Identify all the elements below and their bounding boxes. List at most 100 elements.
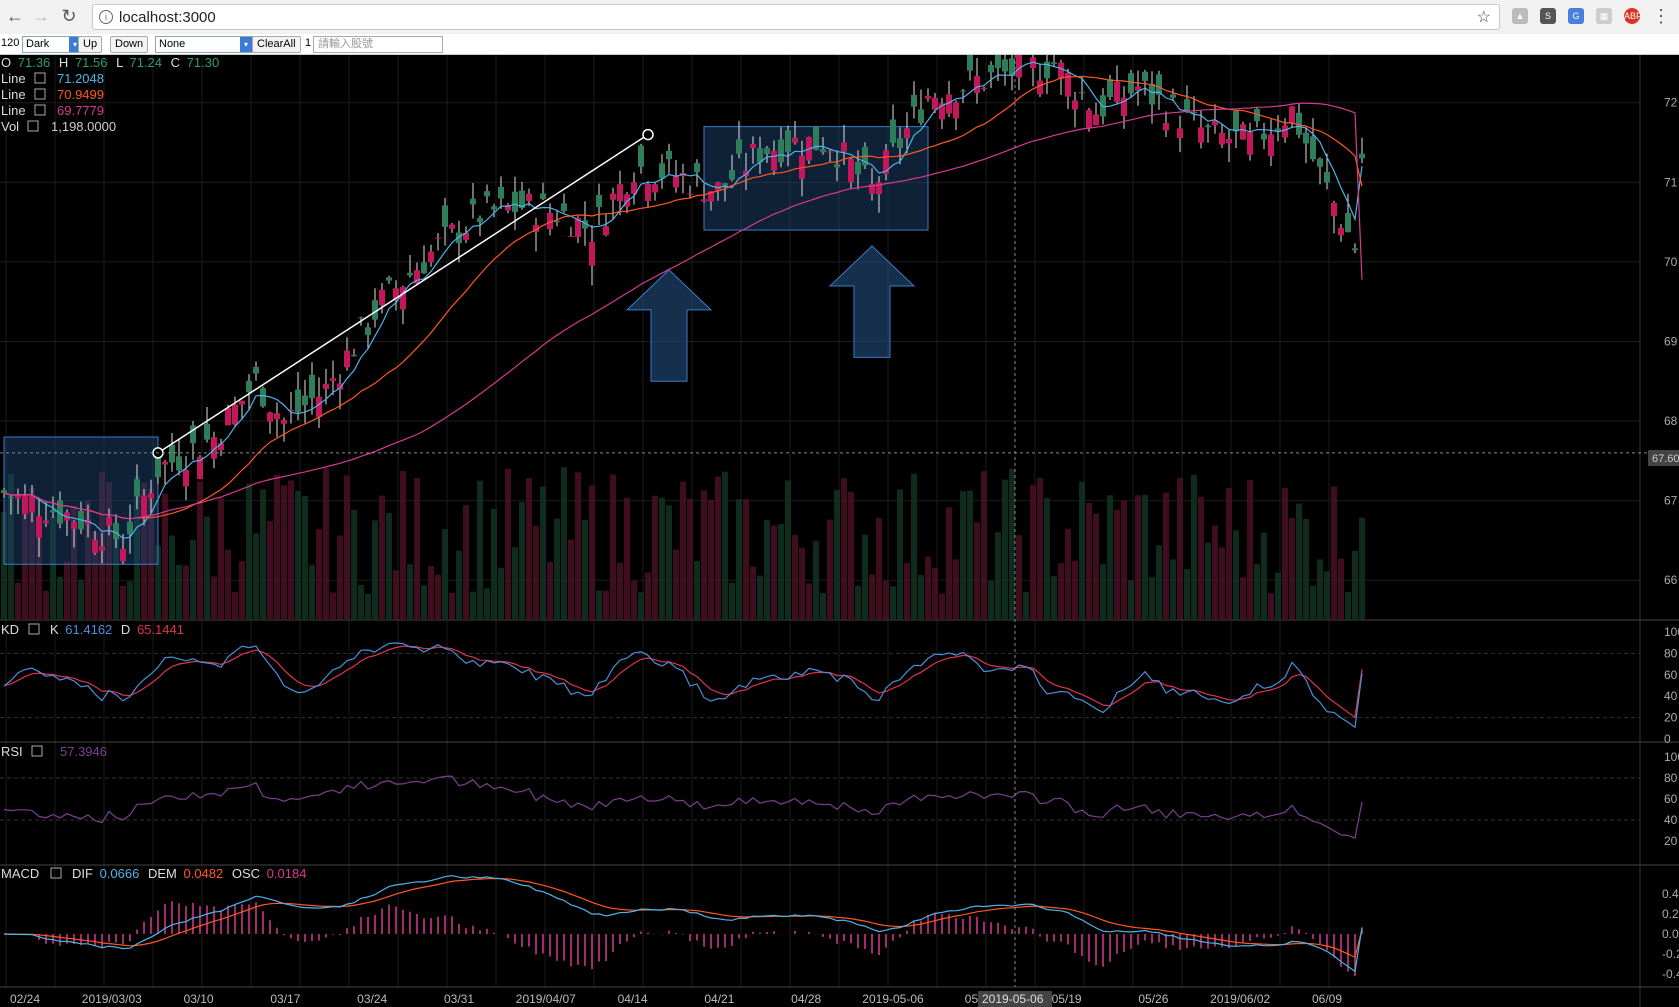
- close-icon[interactable]: [28, 623, 40, 635]
- x-tick-label: 05/26: [1138, 992, 1168, 1006]
- volume-bar: [1156, 545, 1162, 620]
- candle-body: [932, 97, 938, 110]
- candle-body: [1352, 248, 1358, 251]
- volume-bar: [85, 500, 91, 620]
- kd-d-value: 65.1441: [137, 622, 184, 637]
- reload-icon[interactable]: ↻: [61, 6, 77, 26]
- menu-icon[interactable]: ⋮: [1652, 6, 1670, 26]
- volume-bar: [778, 524, 784, 620]
- close-icon[interactable]: [27, 120, 39, 132]
- volume-bar: [309, 564, 315, 620]
- kd-tick-label: 40: [1664, 689, 1678, 703]
- stock-chart[interactable]: 66 67 68 69 70 71 72 100 80 60 40 20 0 100 80 60 40 20 0.4…: [0, 55, 1679, 1007]
- close-icon[interactable]: [34, 72, 46, 84]
- volume-bar: [1352, 550, 1358, 620]
- volume-bar: [890, 586, 896, 620]
- y-tick-label: 71: [1664, 175, 1678, 189]
- volume-bar: [617, 562, 623, 620]
- volume-bar: [57, 576, 63, 620]
- y-axis-labels: 66 67 68 69 70 71 72 100 80 60 40 20 0 100 80 60 40 20 0.4…: [1662, 96, 1679, 981]
- legend-line3-label: Line: [1, 103, 26, 118]
- volume-bar: [757, 575, 763, 620]
- candle-body: [484, 191, 490, 197]
- candle-body: [589, 241, 595, 266]
- candle-body: [561, 203, 567, 212]
- volume-bar: [1051, 576, 1057, 620]
- volume-bar: [379, 495, 385, 620]
- candle-body: [1100, 95, 1106, 117]
- candle-body: [197, 456, 203, 479]
- legend-h-value: 71.56: [75, 55, 108, 70]
- kd-k-value: 61.4162: [65, 622, 112, 637]
- kd-k-label: K: [50, 622, 59, 637]
- volume-bar: [1121, 500, 1127, 620]
- forward-arrow-icon[interactable]: →: [32, 6, 50, 26]
- volume-bar: [435, 574, 441, 620]
- close-icon[interactable]: [34, 104, 46, 116]
- close-icon[interactable]: [31, 745, 43, 757]
- back-arrow-icon[interactable]: ←: [6, 6, 24, 26]
- draw-tool-select[interactable]: None ▾: [155, 36, 253, 53]
- candle-body: [1093, 114, 1099, 126]
- volume-bar: [1177, 478, 1183, 620]
- volume-bar: [995, 532, 1001, 620]
- candle-body: [827, 151, 833, 153]
- candle-body: [652, 184, 658, 193]
- clear-all-button[interactable]: ClearAll: [252, 36, 301, 53]
- info-icon[interactable]: i: [99, 10, 113, 24]
- candle-body: [967, 55, 973, 71]
- candle-body: [1121, 97, 1127, 117]
- crosshair-date-label: 2019-05-06: [982, 992, 1044, 1006]
- stock-search-input[interactable]: 請輸入股號: [313, 36, 443, 53]
- macd-tick-label: 0.4: [1662, 887, 1679, 901]
- volume-bar: [113, 539, 119, 620]
- up-arrows: [625, 245, 916, 382]
- up-button[interactable]: Up: [78, 36, 103, 53]
- macd-osc-value: 0.0184: [267, 866, 307, 881]
- legend-line1-label: Line: [1, 71, 26, 86]
- candle-body: [330, 378, 336, 381]
- volume-bar: [946, 507, 952, 620]
- candle-body: [785, 130, 791, 152]
- volume-bar: [1, 511, 7, 620]
- volume-bar: [176, 564, 182, 620]
- volume-bar: [1149, 576, 1155, 620]
- close-icon[interactable]: [34, 88, 46, 100]
- translate-extension-icon[interactable]: G: [1568, 8, 1584, 24]
- candle-body: [778, 139, 784, 163]
- volume-bar: [155, 545, 161, 620]
- candle-body: [869, 184, 875, 194]
- candle-body: [1170, 94, 1176, 98]
- volume-bar: [344, 475, 350, 620]
- volume-bar: [568, 539, 574, 620]
- rsi-line: [3, 775, 1363, 839]
- legend-l-label: L: [116, 55, 123, 70]
- bookmark-star-icon[interactable]: ☆: [1476, 9, 1491, 26]
- volume-bar: [1142, 494, 1148, 620]
- candle-body: [540, 193, 546, 199]
- x-tick-label: 04/14: [618, 992, 648, 1006]
- candle-body: [1275, 128, 1281, 131]
- candle-body: [190, 425, 196, 444]
- kd-tick-label: 0: [1664, 732, 1671, 746]
- volume-bar: [1289, 518, 1295, 620]
- down-button[interactable]: Down: [110, 36, 149, 53]
- candle-body: [155, 455, 161, 478]
- adblock-extension-icon[interactable]: ABP: [1624, 8, 1642, 24]
- volume-bar: [715, 476, 721, 620]
- address-bar[interactable]: i localhost:3000 ☆: [92, 4, 1500, 30]
- volume-bar: [925, 556, 931, 620]
- volume-bar: [365, 593, 371, 620]
- candle-body: [736, 139, 742, 154]
- drive-extension-icon[interactable]: ▲: [1512, 8, 1528, 24]
- volume-bar: [316, 529, 322, 620]
- ma1-line: [3, 61, 1363, 539]
- period-label[interactable]: 120: [1, 37, 20, 49]
- theme-select[interactable]: Dark ▾: [22, 36, 82, 53]
- grid-extension-icon[interactable]: ▦: [1596, 8, 1612, 24]
- volume-bar: [932, 568, 938, 620]
- volume-bar: [1310, 585, 1316, 620]
- volume-bar: [701, 490, 707, 620]
- close-icon[interactable]: [50, 867, 62, 879]
- s-extension-icon[interactable]: S: [1540, 8, 1556, 24]
